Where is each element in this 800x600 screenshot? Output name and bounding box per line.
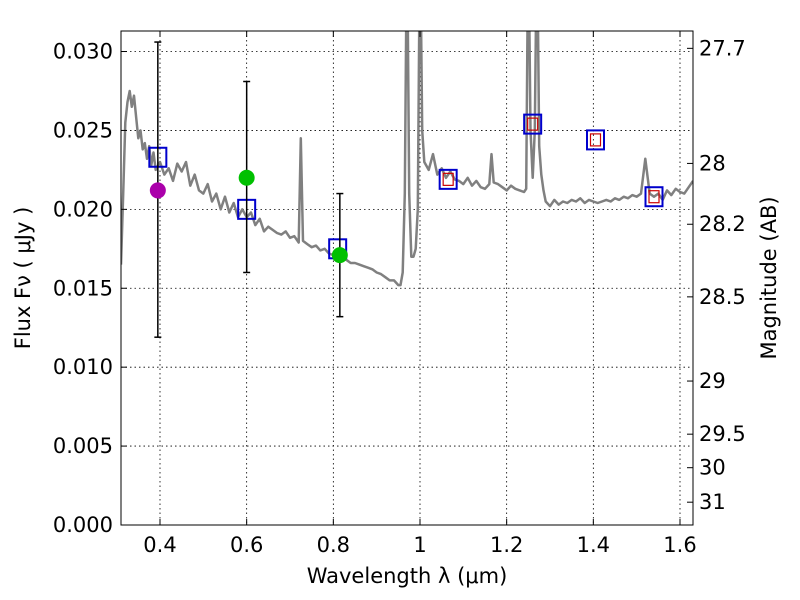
mag-tick-label: 27.7 bbox=[699, 36, 746, 60]
x-tick-label: 0.4 bbox=[143, 533, 176, 557]
x-axis-label: Wavelength λ (μm) bbox=[307, 564, 508, 588]
model-box-inner bbox=[589, 133, 602, 147]
tick-layer: 0.4 0.6 0.8 1 1.2 1.4 1.6 0.000 0.005 0.010 0.015 0… bbox=[53, 31, 746, 557]
plot-frame bbox=[120, 30, 694, 526]
y-axis-label: Flux Fν ( μJy ) bbox=[11, 207, 35, 350]
data-point bbox=[331, 247, 348, 264]
y-tick-label: 0.015 bbox=[53, 276, 113, 300]
plot-area bbox=[121, 31, 693, 525]
series-layer bbox=[121, 31, 693, 287]
mag-tick-label: 29 bbox=[699, 369, 726, 393]
model-box bbox=[438, 168, 458, 190]
x-tick-label: 1.4 bbox=[577, 533, 610, 557]
marker-layer bbox=[148, 41, 664, 338]
y-tick-label: 0.020 bbox=[53, 197, 113, 221]
y-tick-label: 0.010 bbox=[53, 355, 113, 379]
model-box bbox=[644, 186, 664, 208]
mag-tick-label: 30 bbox=[699, 456, 726, 480]
x-tick-label: 1.6 bbox=[663, 533, 696, 557]
y-tick-label: 0.025 bbox=[53, 118, 113, 142]
model-box bbox=[586, 129, 605, 151]
mag-tick-label: 28.5 bbox=[699, 285, 746, 309]
x-tick-label: 1 bbox=[413, 533, 426, 557]
data-point bbox=[149, 182, 166, 199]
model-box-inner bbox=[527, 117, 539, 131]
spectrum-line bbox=[121, 31, 693, 287]
x-tick-label: 1.2 bbox=[490, 533, 523, 557]
x-tick-label: 0.8 bbox=[317, 533, 350, 557]
mag-tick-label: 28.2 bbox=[699, 212, 746, 236]
y-tick-label: 0.030 bbox=[53, 40, 113, 64]
y-tick-label: 0.005 bbox=[53, 434, 113, 458]
model-box-inner bbox=[648, 190, 660, 204]
data-point bbox=[238, 169, 255, 186]
mag-tick-label: 29.5 bbox=[699, 422, 746, 446]
y2-axis-label: Magnitude (AB) bbox=[757, 196, 781, 359]
y-tick-label: 0.000 bbox=[53, 513, 113, 537]
model-box-inner bbox=[442, 172, 454, 186]
mag-tick-label: 28 bbox=[699, 151, 726, 175]
mag-tick-label: 31 bbox=[699, 490, 726, 514]
x-tick-label: 0.6 bbox=[230, 533, 263, 557]
model-box bbox=[523, 113, 543, 135]
